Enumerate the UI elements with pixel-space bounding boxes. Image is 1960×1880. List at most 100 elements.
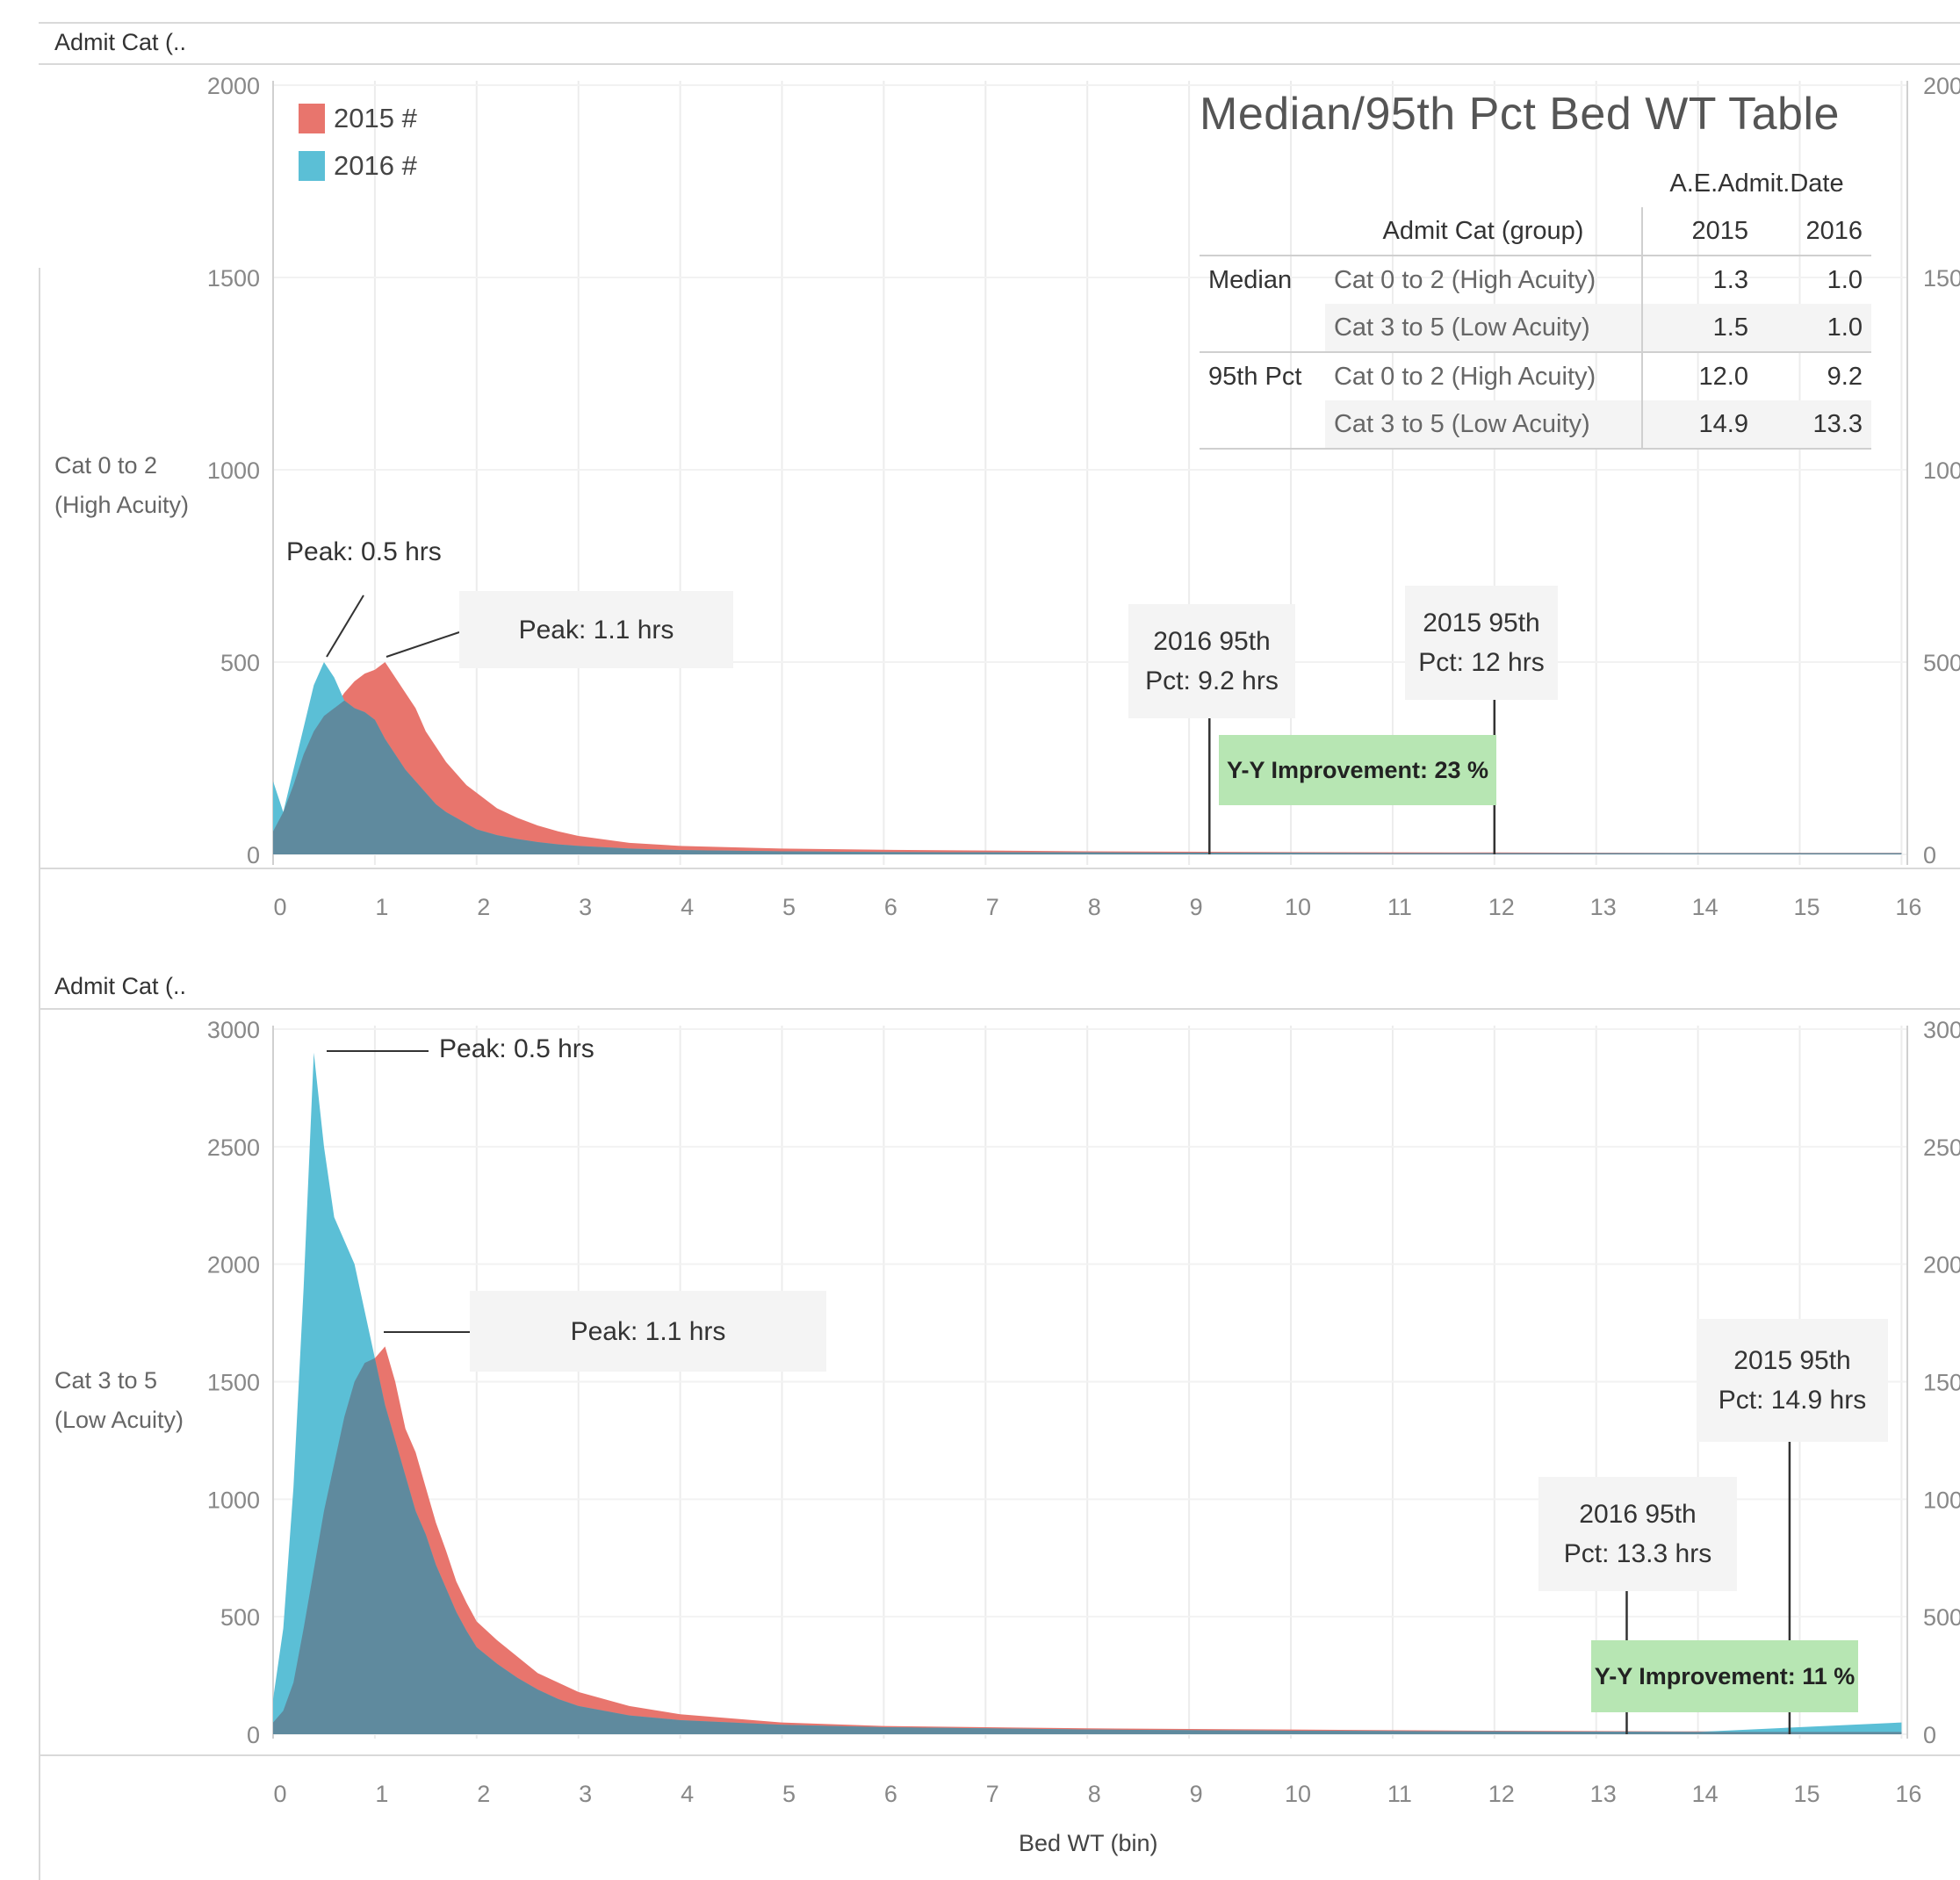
panel2-x-tick-label: 3 — [579, 1781, 592, 1807]
panel1-y-tick-label: 2000 — [207, 73, 260, 99]
table-group: Cat 3 to 5 (Low Acuity) — [1324, 400, 1644, 450]
panel1-x-tick-label: 3 — [579, 894, 592, 920]
panel1-y-tick-label-right: 2000 — [1923, 73, 1960, 99]
panel1-x-tick-label: 6 — [884, 894, 897, 920]
panel1-area-overlap — [273, 700, 1902, 854]
panel1-x-tick-label: 4 — [681, 894, 694, 920]
legend-label-2015: 2015 # — [334, 103, 417, 133]
panel1-p95-2016-line2: Pct: 9.2 hrs — [1145, 666, 1279, 695]
panel2-p95-2016-box: 2016 95th Pct: 13.3 hrs — [1538, 1477, 1737, 1591]
legend-item-2016[interactable]: 2016 # — [299, 142, 417, 190]
panel2-peak-label-2016: Peak: 0.5 hrs — [439, 1034, 594, 1063]
panel2-y-tick-label: 500 — [220, 1604, 260, 1631]
panel2-y-tick-label: 3000 — [207, 1017, 260, 1043]
panel2-x-tick-label: 7 — [986, 1781, 999, 1807]
panel1-y-tick-label-right: 1500 — [1923, 265, 1960, 292]
panel2-p95-2015-box: 2015 95th Pct: 14.9 hrs — [1697, 1319, 1888, 1442]
panel2-p95-2016-line2: Pct: 13.3 hrs — [1563, 1539, 1712, 1568]
panel2-x-tick-label: 16 — [1895, 1781, 1921, 1807]
table-value-2016: 1.0 — [1757, 304, 1871, 352]
panel2-area-overlap — [273, 1358, 1902, 1734]
table-value-2016: 1.0 — [1827, 265, 1863, 294]
panel1-x-tick-label: 11 — [1387, 894, 1412, 920]
panel2-x-tick-label: 10 — [1285, 1781, 1311, 1807]
panel1-y-tick-label: 500 — [220, 650, 260, 676]
panel1-peak-label-2015: Peak: 1.1 hrs — [459, 591, 733, 668]
panel1-x-tick-label: 5 — [782, 894, 796, 920]
panel1-x-tick-label: 2 — [477, 894, 490, 920]
legend-swatch-2015 — [299, 104, 325, 133]
panel2-x-tick-label: 14 — [1692, 1781, 1719, 1807]
panel2-y-tick-label-right: 2500 — [1923, 1134, 1960, 1161]
table-group: Cat 0 to 2 (High Acuity) — [1324, 256, 1644, 304]
panel1-p95-2016-line1: 2016 95th — [1153, 627, 1271, 656]
table-grid: A.E.Admit.Date Admit Cat (group) 2015 20… — [1200, 160, 1871, 450]
panel2-y-tick-label-right: 3000 — [1923, 1017, 1960, 1043]
table-row: 95th Pct Cat 0 to 2 (High Acuity) 12.0 9… — [1200, 351, 1871, 400]
panel1-row-label: Cat 0 to 2 (High Acuity) — [54, 446, 189, 525]
panel1-x-tick-label: 9 — [1190, 894, 1203, 920]
panel1-axis-border — [39, 868, 1960, 869]
top-separator — [39, 22, 1960, 24]
panel2-x-tick-label: 13 — [1590, 1781, 1617, 1807]
panel2-y-tick-label: 2500 — [207, 1134, 260, 1161]
panel2-p95-2016-line1: 2016 95th — [1579, 1500, 1697, 1529]
panel2-y-tick-label: 2000 — [207, 1252, 260, 1279]
table-row-header: Admit Cat (group) — [1324, 207, 1644, 256]
panel2-y-tick-label-right: 500 — [1923, 1604, 1960, 1631]
panel1-y-tick-label: 1000 — [207, 457, 260, 484]
panel2-y-tick-label-right: 1500 — [1923, 1370, 1960, 1396]
panel1-improvement-badge: Y-Y Improvement: 23 % — [1219, 735, 1496, 805]
panel1-peak1-leader — [326, 594, 364, 658]
table-col-header-row: A.E.Admit.Date — [1200, 160, 1871, 207]
legend: 2015 # 2016 # — [299, 95, 417, 190]
panel2-peak-label-2015: Peak: 1.1 hrs — [470, 1291, 826, 1372]
panel1-x-tick-label: 12 — [1488, 894, 1515, 920]
table-value-2016: 13.3 — [1757, 400, 1871, 450]
table-value-2015: 14.9 — [1642, 400, 1757, 450]
panel2-row-label-line2: (Low Acuity) — [54, 1407, 184, 1433]
panel2-y-tick-label: 1500 — [207, 1370, 260, 1396]
panel1-y-tick-label: 0 — [247, 842, 260, 868]
panel1-x-tick-label: 7 — [986, 894, 999, 920]
panel1-x-tick-label: 10 — [1285, 894, 1311, 920]
panel2-x-tick-label: 8 — [1088, 1781, 1101, 1807]
left-border — [39, 268, 40, 1880]
table-stat — [1200, 304, 1325, 352]
panel1-x-tick-label: 13 — [1590, 894, 1617, 920]
panel2-x-tick-label: 11 — [1387, 1781, 1412, 1807]
panel1-row-label-line2: (High Acuity) — [54, 492, 190, 518]
panel1-x-tick-label: 14 — [1692, 894, 1719, 920]
legend-item-2015[interactable]: 2015 # — [299, 95, 417, 142]
panel1-p95-2015-line2: Pct: 12 hrs — [1418, 648, 1545, 677]
panel2-p95-2015-line1: 2015 95th — [1733, 1346, 1851, 1375]
panel2-x-tick-label: 4 — [681, 1781, 694, 1807]
panel2-row-label: Cat 3 to 5 (Low Acuity) — [54, 1361, 184, 1440]
table-row: Median Cat 0 to 2 (High Acuity) 1.3 1.0 — [1200, 256, 1871, 304]
panel1-y-tick-label-right: 0 — [1923, 842, 1936, 868]
table-stat — [1200, 400, 1325, 450]
panel2-x-tick-label: 6 — [884, 1781, 897, 1807]
panel2-p95-2015-line2: Pct: 14.9 hrs — [1718, 1386, 1867, 1415]
panel1-peak-label-2016: Peak: 0.5 hrs — [286, 537, 442, 566]
table-value-2015: 12.0 — [1642, 351, 1757, 400]
panel1-row-label-line1: Cat 0 to 2 — [54, 452, 158, 479]
table-value-2015: 1.3 — [1712, 265, 1748, 294]
panel2-row-label-line1: Cat 3 to 5 — [54, 1367, 158, 1394]
panel1-x-tick-label: 1 — [375, 894, 388, 920]
panel2-x-tick-label: 9 — [1190, 1781, 1203, 1807]
panel2-y-tick-label-right: 2000 — [1923, 1252, 1960, 1279]
summary-table: Median/95th Pct Bed WT Table A.E.Admit.D… — [1200, 88, 1873, 450]
table-value-2016: 9.2 — [1757, 351, 1871, 400]
table-group: Cat 0 to 2 (High Acuity) — [1324, 351, 1644, 400]
panel2-x-tick-label: 15 — [1793, 1781, 1819, 1807]
panel2-header: Admit Cat (.. — [54, 973, 187, 999]
table-value-2015: 1.5 — [1642, 304, 1757, 352]
table-col-header: A.E.Admit.Date — [1669, 169, 1844, 198]
panel2-y-tick-label: 0 — [247, 1722, 260, 1748]
table-row: Cat 3 to 5 (Low Acuity) 1.5 1.0 — [1200, 304, 1871, 352]
panel1-x-tick-label: 0 — [273, 894, 286, 920]
panel1-peak2-leader — [386, 631, 460, 658]
panel2-y-tick-label-right: 1000 — [1923, 1487, 1960, 1513]
legend-label-2016: 2016 # — [334, 150, 417, 181]
